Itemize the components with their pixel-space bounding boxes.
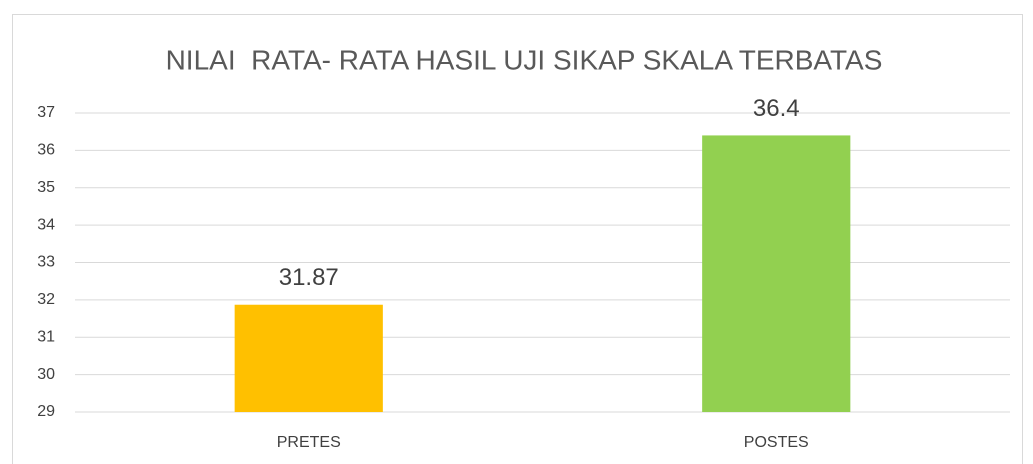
x-tick-label: POSTES <box>744 434 809 451</box>
y-tick-label: 31 <box>37 328 55 345</box>
data-label: 31.87 <box>279 264 339 291</box>
y-tick-label: 35 <box>37 179 55 196</box>
y-tick-label: 33 <box>37 254 55 271</box>
x-tick-label: PRETES <box>277 434 341 451</box>
bar <box>702 135 851 413</box>
data-label: 36.4 <box>753 95 800 122</box>
y-tick-label: 32 <box>37 291 55 308</box>
y-tick-label: 34 <box>37 216 55 233</box>
chart-title: NILAI RATA- RATA HASIL UJI SIKAP SKALA T… <box>166 44 883 75</box>
y-tick-label: 36 <box>37 142 55 159</box>
bar <box>234 304 383 412</box>
y-tick-label: 30 <box>37 366 55 383</box>
chart-frame <box>12 14 1023 464</box>
y-tick-label: 37 <box>37 104 55 121</box>
y-tick-label: 29 <box>37 403 55 420</box>
